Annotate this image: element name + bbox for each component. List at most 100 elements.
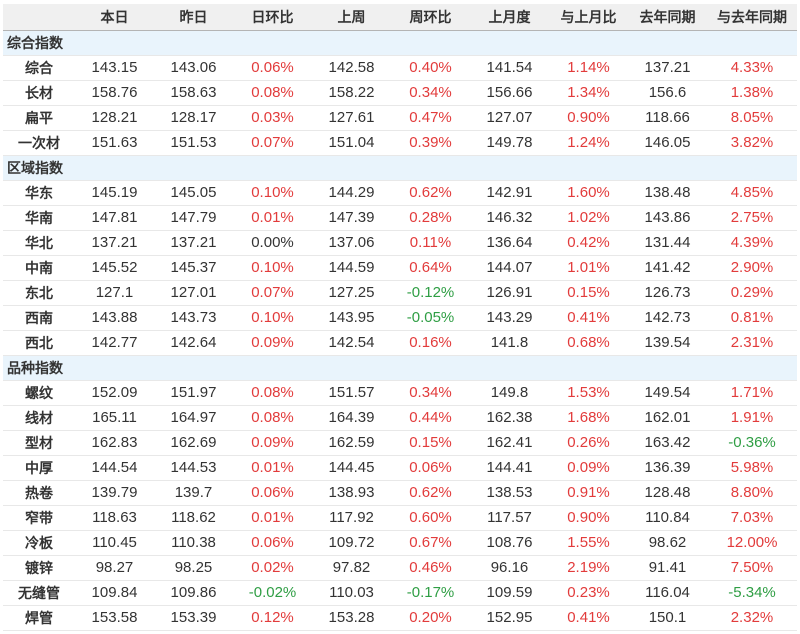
- column-header: 周环比: [391, 4, 470, 31]
- row-label-column-header: [3, 4, 75, 31]
- row-label: 综合: [3, 55, 75, 81]
- index-value-cell: 108.76: [470, 530, 549, 556]
- index-value-cell: 138.53: [470, 480, 549, 506]
- index-value-cell: 137.06: [312, 230, 391, 256]
- index-value-cell: 145.19: [75, 180, 154, 206]
- pct-change-cell: 0.46%: [391, 555, 470, 581]
- pct-change-cell: 1.53%: [549, 380, 628, 406]
- index-value-cell: 151.57: [312, 380, 391, 406]
- index-value-cell: 147.79: [154, 205, 233, 231]
- column-header: 去年同期: [628, 4, 707, 31]
- pct-change-cell: 0.00%: [233, 230, 312, 256]
- index-value-cell: 144.41: [470, 455, 549, 481]
- index-value-cell: 127.01: [154, 280, 233, 306]
- index-value-cell: 143.88: [75, 305, 154, 331]
- table-row: 一次材 151.63 151.53 0.07% 151.04 0.39% 149.78 1.2…: [3, 130, 797, 156]
- index-value-cell: 138.93: [312, 480, 391, 506]
- index-value-cell: 156.66: [470, 80, 549, 106]
- index-value-cell: 141.8: [470, 330, 549, 356]
- row-label: 冷板: [3, 530, 75, 556]
- index-value-cell: 151.04: [312, 130, 391, 156]
- index-value-cell: 117.92: [312, 505, 391, 531]
- column-header: 与上月比: [549, 4, 628, 31]
- pct-change-cell: 0.15%: [391, 430, 470, 456]
- table-row: 西北 142.77 142.64 0.09% 142.54 0.16% 141.8 0.68%…: [3, 330, 797, 356]
- index-value-cell: 118.63: [75, 505, 154, 531]
- index-value-cell: 165.11: [75, 405, 154, 431]
- index-value-cell: 141.54: [470, 55, 549, 81]
- pct-change-cell: 1.60%: [549, 180, 628, 206]
- index-value-cell: 152.09: [75, 380, 154, 406]
- index-value-cell: 158.63: [154, 80, 233, 106]
- table-row: 华东 145.19 145.05 0.10% 144.29 0.62% 142.91 1.60…: [3, 180, 797, 206]
- table-header: 本日 昨日 日环比 上周 周环比 上月度 与上月比 去年同期 与去年同期: [3, 4, 797, 31]
- index-value-cell: 151.97: [154, 380, 233, 406]
- index-value-cell: 144.29: [312, 180, 391, 206]
- pct-change-cell: 0.41%: [549, 605, 628, 631]
- row-label: 无缝管: [3, 580, 75, 606]
- section-title: 品种指数: [3, 355, 797, 381]
- row-label: 华北: [3, 230, 75, 256]
- pct-change-cell: 0.90%: [549, 105, 628, 131]
- pct-change-cell: 0.07%: [233, 130, 312, 156]
- pct-change-cell: 0.39%: [391, 130, 470, 156]
- row-label: 热卷: [3, 480, 75, 506]
- index-value-cell: 128.48: [628, 480, 707, 506]
- index-value-cell: 142.58: [312, 55, 391, 81]
- row-label: 线材: [3, 405, 75, 431]
- pct-change-cell: 8.80%: [707, 480, 797, 506]
- index-value-cell: 146.05: [628, 130, 707, 156]
- index-value-cell: 97.82: [312, 555, 391, 581]
- table-row: 镀锌 98.27 98.25 0.02% 97.82 0.46% 96.16 2.19% 91.…: [3, 555, 797, 581]
- index-value-cell: 139.79: [75, 480, 154, 506]
- index-value-cell: 98.25: [154, 555, 233, 581]
- index-value-cell: 137.21: [154, 230, 233, 256]
- pct-change-cell: -0.12%: [391, 280, 470, 306]
- index-value-cell: 110.45: [75, 530, 154, 556]
- pct-change-cell: 0.34%: [391, 380, 470, 406]
- pct-change-cell: 0.28%: [391, 205, 470, 231]
- pct-change-cell: 1.55%: [549, 530, 628, 556]
- index-value-cell: 137.21: [75, 230, 154, 256]
- table-row: 华北 137.21 137.21 0.00% 137.06 0.11% 136.64 0.42…: [3, 230, 797, 256]
- index-value-cell: 144.53: [154, 455, 233, 481]
- section-header-row: 品种指数: [3, 355, 797, 381]
- row-label: 东北: [3, 280, 75, 306]
- pct-change-cell: 0.07%: [233, 280, 312, 306]
- index-value-cell: 141.42: [628, 255, 707, 281]
- index-value-cell: 138.48: [628, 180, 707, 206]
- index-value-cell: 144.59: [312, 255, 391, 281]
- table-row: 中南 145.52 145.37 0.10% 144.59 0.64% 144.07 1.01…: [3, 255, 797, 281]
- column-header: 本日: [75, 4, 154, 31]
- pct-change-cell: 0.06%: [391, 455, 470, 481]
- row-label: 扁平: [3, 105, 75, 131]
- index-value-cell: 162.83: [75, 430, 154, 456]
- index-value-cell: 110.84: [628, 505, 707, 531]
- index-value-cell: 150.1: [628, 605, 707, 631]
- index-value-cell: 142.91: [470, 180, 549, 206]
- pct-change-cell: 0.08%: [233, 380, 312, 406]
- row-label: 中南: [3, 255, 75, 281]
- pct-change-cell: 1.02%: [549, 205, 628, 231]
- index-value-cell: 136.39: [628, 455, 707, 481]
- pct-change-cell: 0.02%: [233, 555, 312, 581]
- pct-change-cell: 2.75%: [707, 205, 797, 231]
- pct-change-cell: 0.08%: [233, 80, 312, 106]
- column-header: 上月度: [470, 4, 549, 31]
- pct-change-cell: 0.08%: [233, 405, 312, 431]
- table-row: 线材 165.11 164.97 0.08% 164.39 0.44% 162.38 1.68…: [3, 405, 797, 431]
- pct-change-cell: 0.06%: [233, 55, 312, 81]
- table-row: 无缝管 109.84 109.86 -0.02% 110.03 -0.17% 109.59 0…: [3, 580, 797, 606]
- index-value-cell: 162.41: [470, 430, 549, 456]
- section-title: 综合指数: [3, 30, 797, 56]
- row-label: 焊管: [3, 605, 75, 631]
- row-label: 长材: [3, 80, 75, 106]
- index-value-cell: 110.38: [154, 530, 233, 556]
- pct-change-cell: 0.09%: [549, 455, 628, 481]
- index-value-cell: 110.03: [312, 580, 391, 606]
- index-value-cell: 98.27: [75, 555, 154, 581]
- row-label: 螺纹: [3, 380, 75, 406]
- pct-change-cell: 0.06%: [233, 530, 312, 556]
- pct-change-cell: 7.50%: [707, 555, 797, 581]
- pct-change-cell: 7.03%: [707, 505, 797, 531]
